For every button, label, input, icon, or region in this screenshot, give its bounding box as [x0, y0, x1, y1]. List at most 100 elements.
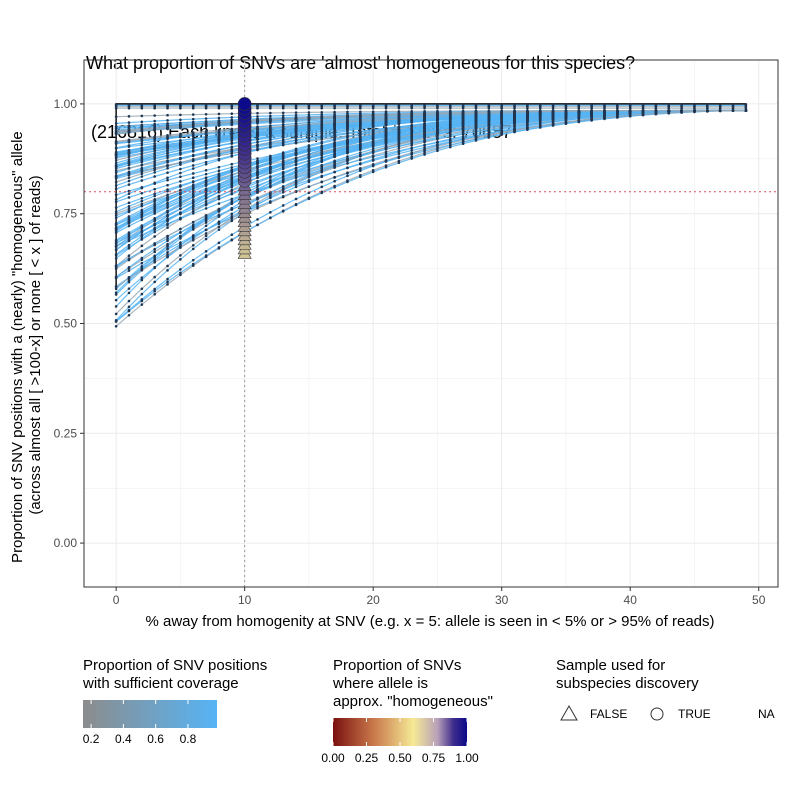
- sample-point: [114, 122, 118, 125]
- sample-point: [140, 298, 144, 301]
- sample-point: [114, 257, 118, 260]
- sample-point: [513, 120, 516, 123]
- sample-point: [487, 102, 491, 106]
- sample-point: [397, 135, 401, 138]
- sample-point: [204, 112, 208, 116]
- sample-point: [320, 191, 324, 195]
- sample-point: [307, 156, 311, 159]
- sample-point: [179, 180, 182, 183]
- sample-lines: [115, 103, 746, 327]
- sample-point: [307, 174, 311, 178]
- sample-point: [281, 204, 285, 207]
- sample-point: [461, 102, 465, 106]
- sample-point: [230, 142, 234, 145]
- sample-line: [115, 109, 746, 278]
- sample-point: [204, 160, 208, 164]
- sample-point: [217, 165, 221, 169]
- sample-point: [166, 106, 169, 110]
- sample-point: [217, 119, 221, 122]
- sample-point: [384, 122, 388, 126]
- sample-point: [616, 102, 619, 106]
- sample-point: [140, 225, 144, 228]
- sample-point: [294, 162, 298, 166]
- sample-point: [153, 143, 156, 147]
- sample-point: [179, 171, 182, 175]
- sample-point: [191, 149, 195, 152]
- sample-point: [359, 119, 362, 123]
- sample-point: [114, 238, 118, 242]
- sample-point: [204, 135, 208, 138]
- sample-point: [166, 226, 169, 229]
- sample-point: [179, 193, 182, 196]
- sample-point: [230, 197, 234, 201]
- sample-point: [191, 227, 195, 231]
- sample-point: [204, 199, 208, 203]
- sample-point: [256, 138, 259, 141]
- sample-point: [307, 136, 311, 140]
- sample-point: [127, 291, 131, 295]
- sample-point: [191, 137, 195, 140]
- sample-point: [294, 185, 298, 189]
- sample-point: [166, 141, 169, 145]
- sample-point: [487, 136, 491, 139]
- sample-point: [140, 179, 144, 182]
- sample-point: [603, 102, 606, 106]
- sample-point: [114, 227, 118, 230]
- sample-point: [204, 162, 208, 166]
- sample-point: [166, 102, 169, 106]
- sample-point: [294, 197, 298, 201]
- sample-point: [204, 218, 208, 222]
- sample-point: [448, 124, 452, 128]
- sample-point: [346, 161, 349, 165]
- sample-point: [140, 292, 144, 296]
- sample-point: [448, 102, 452, 106]
- sample-point: [230, 202, 234, 206]
- sample-point: [179, 254, 182, 257]
- sample-point: [410, 124, 414, 127]
- sample-point: [744, 106, 748, 110]
- sample-point: [371, 170, 375, 174]
- sample-point: [153, 202, 156, 206]
- sample-point: [256, 176, 259, 179]
- sample-point: [423, 119, 426, 123]
- sample-point: [436, 116, 439, 119]
- sample-point: [718, 102, 722, 106]
- sample-point: [191, 132, 195, 136]
- sample-point: [281, 134, 285, 138]
- sample-point: [114, 131, 118, 135]
- sample-point: [127, 280, 131, 284]
- sample-point: [153, 147, 156, 151]
- sample-point: [153, 136, 156, 140]
- sample-point: [487, 113, 491, 117]
- sample-point: [191, 247, 195, 251]
- sample-point: [230, 233, 234, 236]
- sample-point: [269, 106, 272, 110]
- sample-point: [410, 149, 414, 152]
- sample-point: [191, 244, 195, 247]
- sample-point: [359, 148, 362, 152]
- sample-point: [230, 149, 234, 153]
- sample-point: [731, 106, 735, 110]
- sample-point: [191, 142, 195, 145]
- sample-point: [384, 106, 388, 110]
- sample-point: [140, 199, 144, 203]
- sample-point: [204, 156, 208, 159]
- sample-point: [230, 214, 234, 218]
- sample-point: [333, 125, 336, 128]
- sample-point: [114, 248, 118, 252]
- sample-point: [307, 163, 311, 167]
- sample-line: [115, 109, 746, 288]
- sample-point: [307, 113, 311, 117]
- sample-point: [217, 209, 221, 212]
- sample-point: [500, 121, 503, 125]
- sample-point: [628, 102, 632, 106]
- sample-point: [281, 170, 285, 174]
- sample-point: [153, 204, 156, 207]
- sample-point: [179, 237, 182, 240]
- sample-point: [114, 198, 118, 201]
- sample-point: [217, 133, 221, 137]
- sample-point: [281, 102, 285, 106]
- sample-point: [256, 172, 259, 176]
- sample-point: [281, 178, 285, 182]
